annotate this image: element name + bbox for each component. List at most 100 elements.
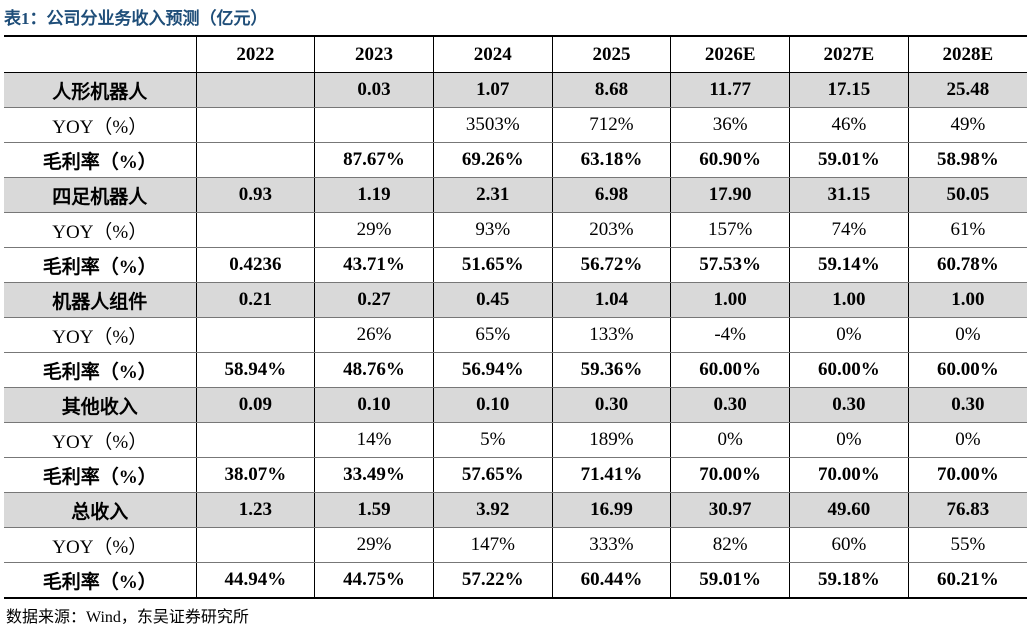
table-cell: 60.21% xyxy=(907,562,1027,599)
table-cell: 0.27 xyxy=(314,282,434,318)
header-cell: 2027E xyxy=(789,36,909,73)
table-cell xyxy=(314,107,434,143)
row-label: 毛利率（%） xyxy=(4,352,196,388)
table-row: YOY（%） 29% 93% 203% 157% 74% 61% xyxy=(4,212,1027,248)
table-cell: 30.97 xyxy=(670,492,790,528)
row-label: YOY（%） xyxy=(4,422,196,458)
table-cell: 203% xyxy=(551,212,671,248)
table-row: YOY（%） 29% 147% 333% 82% 60% 55% xyxy=(4,527,1027,563)
table-cell: 76.83 xyxy=(907,492,1027,528)
table-cell xyxy=(195,527,315,563)
table-cell: 60.78% xyxy=(907,247,1027,283)
forecast-table: 2022 2023 2024 2025 2026E 2027E 2028E 人形机器人 0.0… xyxy=(4,35,1027,599)
table-cell: 2.31 xyxy=(432,177,553,213)
table-cell: 0.30 xyxy=(907,387,1027,423)
table-cell: 29% xyxy=(314,527,434,563)
table-cell xyxy=(195,142,315,178)
table-row: 毛利率（%） 87.67% 69.26% 63.18% 60.90% 59.01% 58.9… xyxy=(4,142,1027,178)
table-cell: 0.30 xyxy=(670,387,790,423)
source-note: 数据来源：Wind，东吴证券研究所 xyxy=(6,609,249,626)
table-row: 毛利率（%） 0.4236 43.71% 51.65% 56.72% 57.53% 59.1… xyxy=(4,247,1027,283)
table-cell: 38.07% xyxy=(195,457,315,493)
table-cell: 60.00% xyxy=(670,352,790,388)
row-label: YOY（%） xyxy=(4,212,196,248)
table-cell: 49.60 xyxy=(789,492,909,528)
row-label: 毛利率（%） xyxy=(4,562,196,599)
table-row: 四足机器人 0.93 1.19 2.31 6.98 17.90 31.15 50.05 xyxy=(4,177,1027,213)
table-cell: 0.30 xyxy=(789,387,909,423)
table-cell: 157% xyxy=(670,212,790,248)
table-cell: 57.65% xyxy=(432,457,553,493)
table-cell: 43.71% xyxy=(314,247,434,283)
table-cell: 57.53% xyxy=(670,247,790,283)
table-cell: 44.75% xyxy=(314,562,434,599)
table-cell: 0.21 xyxy=(195,282,315,318)
table-cell: 0.45 xyxy=(432,282,553,318)
table-cell: 0% xyxy=(907,317,1027,353)
table-cell: 133% xyxy=(551,317,671,353)
table-row: YOY（%） 14% 5% 189% 0% 0% 0% xyxy=(4,422,1027,458)
row-label: 毛利率（%） xyxy=(4,457,196,493)
table-cell: 1.00 xyxy=(670,282,790,318)
table-cell: 1.00 xyxy=(907,282,1027,318)
table-cell: 71.41% xyxy=(551,457,671,493)
table-row: 总收入 1.23 1.59 3.92 16.99 30.97 49.60 76.83 xyxy=(4,492,1027,528)
row-label: YOY（%） xyxy=(4,527,196,563)
table-cell: 11.77 xyxy=(670,72,790,108)
table-cell: 17.90 xyxy=(670,177,790,213)
table-row: 机器人组件 0.21 0.27 0.45 1.04 1.00 1.00 1.00 xyxy=(4,282,1027,318)
header-cell: 2026E xyxy=(670,36,790,73)
table-cell: 44.94% xyxy=(195,562,315,599)
table-cell: 0.10 xyxy=(314,387,434,423)
header-cell: 2025 xyxy=(551,36,671,73)
row-label: 其他收入 xyxy=(4,387,196,423)
table-row: YOY（%） 3503% 712% 36% 46% 49% xyxy=(4,107,1027,143)
table-cell: 70.00% xyxy=(789,457,909,493)
table-cell: 0.10 xyxy=(432,387,553,423)
table-cell: 60.00% xyxy=(789,352,909,388)
table-cell: 63.18% xyxy=(551,142,671,178)
table-cell: 3503% xyxy=(432,107,553,143)
table-cell: 56.94% xyxy=(432,352,553,388)
row-label: 总收入 xyxy=(4,492,196,528)
table-cell: 55% xyxy=(907,527,1027,563)
row-label: YOY（%） xyxy=(4,317,196,353)
table-cell: 1.00 xyxy=(789,282,909,318)
table-cell: 8.68 xyxy=(551,72,671,108)
header-row: 2022 2023 2024 2025 2026E 2027E 2028E xyxy=(4,36,1027,73)
header-cell: 2023 xyxy=(314,36,434,73)
table-cell: 50.05 xyxy=(907,177,1027,213)
header-cell: 2024 xyxy=(432,36,553,73)
row-label: 人形机器人 xyxy=(4,72,196,108)
table-cell: 65% xyxy=(432,317,553,353)
table-row: 毛利率（%） 38.07% 33.49% 57.65% 71.41% 70.00% 70.0… xyxy=(4,457,1027,493)
table-row: 毛利率（%） 44.94% 44.75% 57.22% 60.44% 59.01% 59.1… xyxy=(4,562,1027,599)
table-cell: 59.36% xyxy=(551,352,671,388)
table-cell: 3.92 xyxy=(432,492,553,528)
table-cell: 6.98 xyxy=(551,177,671,213)
table-row: YOY（%） 26% 65% 133% -4% 0% 0% xyxy=(4,317,1027,353)
table-cell: 60.00% xyxy=(907,352,1027,388)
table-cell: 46% xyxy=(789,107,909,143)
table-cell: 147% xyxy=(432,527,553,563)
table-cell: 61% xyxy=(907,212,1027,248)
table-cell: 0.09 xyxy=(195,387,315,423)
table-cell: 0.93 xyxy=(195,177,315,213)
table-cell: 59.01% xyxy=(670,562,790,599)
table-cell: 48.76% xyxy=(314,352,434,388)
table-cell: 1.59 xyxy=(314,492,434,528)
table-cell: 93% xyxy=(432,212,553,248)
table-cell xyxy=(195,422,315,458)
table-cell: 0% xyxy=(789,317,909,353)
table-cell: 82% xyxy=(670,527,790,563)
table-cell xyxy=(195,317,315,353)
table-title: 表1：公司分业务收入预测（亿元） xyxy=(4,9,268,28)
table-body: 人形机器人 0.03 1.07 8.68 11.77 17.15 25.48 YOY（%） 35… xyxy=(4,72,1027,599)
table-cell: 0% xyxy=(670,422,790,458)
table-cell: 60% xyxy=(789,527,909,563)
table-cell: 25.48 xyxy=(907,72,1027,108)
row-label: 毛利率（%） xyxy=(4,247,196,283)
row-label: 四足机器人 xyxy=(4,177,196,213)
table-cell: 69.26% xyxy=(432,142,553,178)
table-cell: 0% xyxy=(907,422,1027,458)
